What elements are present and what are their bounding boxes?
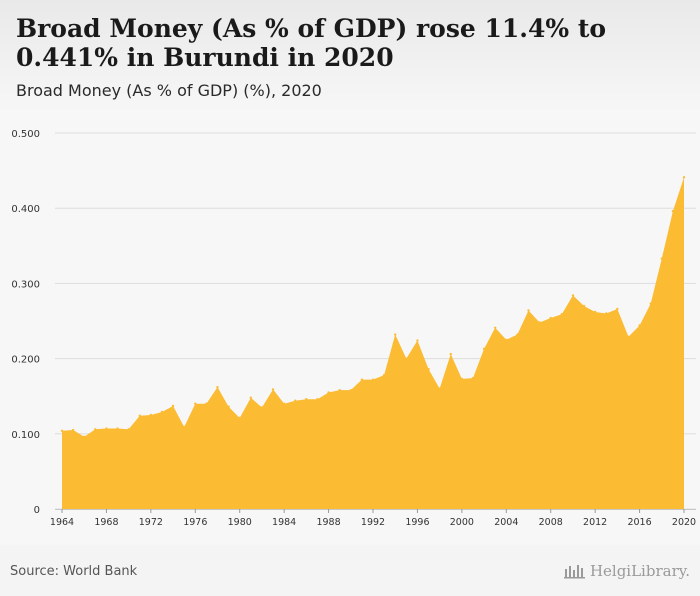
data-point [560,313,564,316]
x-tick-label: 1992 [361,517,385,528]
x-tick-label: 2008 [539,517,563,528]
brand-text: HelgiLibrary. [589,562,690,580]
x-tick-label: 1976 [183,517,207,528]
data-point [405,357,408,360]
data-point [138,414,141,417]
data-point [627,335,630,338]
y-tick-label: 0.200 [11,355,40,366]
data-point [571,294,575,297]
y-axis-ticks: 0 0.100 0.200 0.300 0.400 0.500 [11,129,40,516]
data-point [582,304,586,308]
data-point [416,339,419,342]
data-point [427,367,430,371]
x-tick-label: 1996 [405,517,429,528]
data-point [216,385,219,389]
data-point [282,402,286,405]
data-point [260,406,264,409]
data-point [482,347,486,351]
data-point [394,333,397,336]
data-point [194,402,197,405]
data-point [371,378,375,381]
data-point [449,352,452,356]
y-tick-label: 0.300 [11,279,40,290]
data-point [682,176,686,179]
y-tick-label: 0.400 [11,204,40,215]
data-point [238,416,241,420]
data-point [149,413,153,417]
plot-area: 0 0.100 0.200 0.300 0.400 0.500 1964 1968 1972 1… [0,113,700,545]
area-fill [62,177,684,510]
data-point [338,388,341,392]
library-icon [563,565,585,579]
data-point [505,338,508,341]
source-note: Source: World Bank [10,564,138,579]
data-point [382,373,386,377]
data-point [327,391,330,394]
data-point [438,387,441,390]
data-point [638,324,641,327]
data-point [471,376,475,380]
chart-title: Broad Money (As % of GDP) rose 11.4% to … [16,14,607,72]
data-point [105,427,108,430]
data-point [127,428,130,431]
x-tick-label: 1968 [94,517,118,528]
x-tick-label: 1988 [316,517,340,528]
data-point [171,404,175,408]
area-series [60,176,686,510]
data-point [249,396,253,399]
data-point [493,326,497,329]
x-axis-ticks: 1964 1968 1972 1976 1980 1984 1988 1992 1996 2000… [50,509,696,528]
data-point [593,310,597,314]
x-tick-label: 2012 [583,517,607,528]
brand-logo[interactable]: HelgiLibrary. [563,562,690,580]
data-point [660,257,663,260]
data-point [294,399,297,402]
data-point [83,435,86,439]
data-point [94,428,97,431]
data-point [605,312,608,315]
data-point [649,302,652,305]
data-point [160,410,164,414]
x-tick-label: 2004 [494,517,518,528]
data-point [671,210,675,213]
x-tick-label: 1984 [272,517,296,528]
x-tick-label: 1972 [139,517,163,528]
x-tick-label: 2020 [672,517,696,528]
data-point [538,321,541,324]
data-point [116,427,119,430]
y-tick-label: 0 [34,505,40,516]
data-point [182,425,186,429]
chart-header: Broad Money (As % of GDP) rose 11.4% to … [0,0,700,113]
x-tick-label: 1964 [50,517,74,528]
data-point [227,405,230,408]
x-tick-label: 1980 [228,517,252,528]
data-point [71,428,75,432]
x-tick-label: 2016 [627,517,651,528]
data-point [549,316,552,320]
data-point [316,398,319,401]
data-point [205,402,208,405]
data-point [527,309,530,312]
y-tick-label: 0.100 [11,430,40,441]
data-point [271,388,275,391]
y-tick-label: 0.500 [11,129,40,140]
data-point [349,388,352,392]
chart-subtitle: Broad Money (As % of GDP) (%), 2020 [16,81,322,100]
data-point [516,333,519,336]
data-point [305,398,308,401]
data-point [616,307,619,311]
data-point [360,378,364,381]
data-point [60,429,64,432]
chart-footer: Source: World Bank HelgiLibrary. [0,545,700,596]
data-point [460,377,464,381]
x-tick-label: 2000 [450,517,474,528]
